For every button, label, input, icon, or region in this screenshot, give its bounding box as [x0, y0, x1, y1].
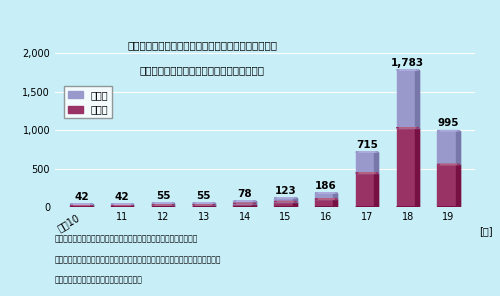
Bar — [315, 199, 338, 207]
Bar — [130, 204, 134, 205]
Bar — [70, 205, 92, 207]
Bar — [356, 173, 378, 207]
Text: 715: 715 — [356, 140, 378, 150]
Bar — [315, 193, 338, 199]
Bar — [70, 204, 92, 205]
Bar — [88, 204, 92, 205]
Text: 123: 123 — [274, 186, 296, 196]
Bar — [88, 205, 92, 207]
Text: 資料出所　厉生労働省臓患病認定対策室調: 資料出所 厉生労働省臓患病認定対策室調 — [55, 276, 143, 285]
Bar — [356, 152, 378, 173]
Bar — [334, 193, 338, 199]
Bar — [192, 203, 215, 205]
Text: [年]: [年] — [479, 226, 493, 236]
Bar — [374, 152, 378, 173]
Bar — [438, 165, 460, 207]
Bar — [396, 128, 419, 207]
Bar — [456, 165, 460, 207]
Bar — [396, 70, 419, 128]
Bar — [334, 199, 338, 207]
Bar — [192, 205, 215, 207]
Bar — [211, 203, 215, 205]
Text: （注１）決定件数は当該年度に請求されたものに限るものではない。: （注１）決定件数は当該年度に請求されたものに限るものではない。 — [55, 234, 199, 243]
Text: 55: 55 — [196, 191, 211, 201]
Bar — [374, 173, 378, 207]
Bar — [292, 198, 296, 202]
Text: 55: 55 — [156, 191, 170, 201]
Bar — [234, 201, 256, 204]
Bar — [456, 131, 460, 165]
Bar — [170, 205, 174, 207]
Bar — [130, 205, 134, 207]
Bar — [252, 201, 256, 204]
Text: 78: 78 — [238, 189, 252, 199]
Text: 995: 995 — [438, 118, 459, 128]
Text: 186: 186 — [316, 181, 337, 191]
Bar — [152, 203, 174, 205]
Text: 42: 42 — [115, 192, 130, 202]
Bar — [152, 205, 174, 207]
Bar — [292, 202, 296, 207]
Text: 囵５　「労働者災害補償保険法」に基づく石綵による: 囵５ 「労働者災害補償保険法」に基づく石綵による — [127, 40, 277, 50]
Bar — [234, 204, 256, 207]
Text: 肺がんおよび中皮腮の労災保険給付決定状況: 肺がんおよび中皮腮の労災保険給付決定状況 — [140, 66, 264, 75]
Bar — [415, 70, 419, 128]
Bar — [274, 198, 296, 202]
Bar — [415, 128, 419, 207]
Bar — [111, 205, 134, 207]
Bar — [211, 205, 215, 207]
Bar — [111, 204, 134, 205]
Bar — [252, 204, 256, 207]
Bar — [438, 131, 460, 165]
Text: （注２）「石綵による健康被害の救済に関する法律」に基づくものを含まない。: （注２）「石綵による健康被害の救済に関する法律」に基づくものを含まない。 — [55, 255, 222, 264]
Legend: 肺がん, 中皮腮: 肺がん, 中皮腮 — [64, 86, 112, 118]
Bar — [274, 202, 296, 207]
Text: 1,783: 1,783 — [391, 58, 424, 68]
Bar — [170, 203, 174, 205]
Text: 42: 42 — [74, 192, 89, 202]
